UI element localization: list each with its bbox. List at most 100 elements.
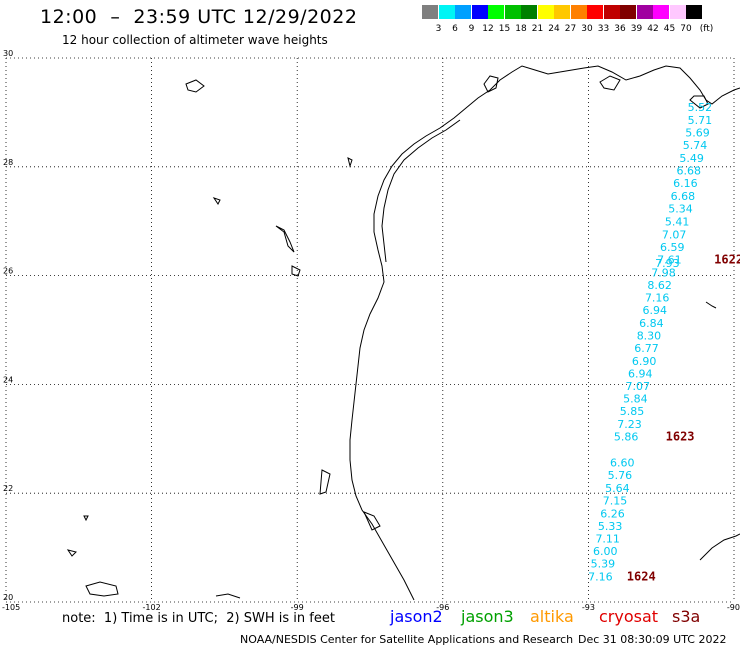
color-swatch	[570, 5, 587, 19]
credit-line: NOAA/NESDIS Center for Satellite Applica…	[240, 633, 574, 646]
wave-height-value: 5.64	[605, 482, 630, 495]
pacific-coast	[185, 79, 205, 93]
lat-tick-label: 26	[3, 267, 13, 276]
axis-labels: -105 -102 -99 -96 -93 -90 30 28 26 24 22 20	[2, 49, 740, 612]
map-subtitle: 12 hour collection of altimeter wave hei…	[62, 33, 328, 47]
louisiana-coast	[559, 65, 740, 105]
color-scale-label: 36	[614, 24, 626, 34]
color-scale-label: 30	[581, 24, 593, 34]
wave-height-value: 7.61	[657, 253, 682, 266]
pass-time-label: 1622	[714, 252, 740, 266]
color-swatch	[438, 5, 455, 19]
wave-height-value: 6.68	[676, 165, 701, 178]
wave-height-value: 5.39	[591, 557, 616, 570]
lon-tick-label: -102	[143, 603, 161, 612]
wave-height-value: 6.60	[610, 457, 635, 470]
color-swatch	[587, 5, 603, 19]
color-swatch	[521, 5, 537, 19]
color-swatch	[669, 5, 686, 19]
lon-tick-label: -90	[727, 603, 740, 612]
color-swatch	[603, 5, 620, 19]
lat-tick-label: 24	[3, 375, 13, 384]
bay-feature-1	[483, 75, 499, 93]
wave-height-value: 8.30	[637, 329, 662, 342]
wave-height-value: 7.98	[651, 266, 676, 279]
color-scale-label: 27	[564, 24, 577, 34]
island-10	[705, 301, 717, 309]
island-2	[291, 265, 301, 277]
color-swatch	[488, 5, 504, 19]
wave-height-value: 7.07	[626, 380, 651, 393]
color-swatch	[537, 5, 554, 19]
color-scale-unit: (ft)	[699, 24, 714, 34]
satellite-name: s3a	[672, 607, 701, 626]
delta-feature	[689, 95, 709, 109]
color-scale-label: 33	[597, 24, 610, 34]
map-title: 12:00 – 23:59 UTC 12/29/2022	[40, 6, 358, 28]
wave-height-value: 5.86	[614, 431, 639, 444]
baja-island	[85, 581, 119, 597]
wave-height-value: 7.15	[603, 494, 628, 507]
pass-time-labels: 1622 1623 1624	[627, 252, 740, 583]
us-gulf-coast	[349, 65, 561, 601]
wave-height-value: 6.94	[628, 368, 653, 381]
color-swatch	[471, 5, 488, 19]
color-scale-label: 39	[630, 24, 643, 34]
color-scale-label: 42	[647, 24, 659, 34]
satellite-name: jason2	[390, 607, 443, 626]
color-scale-label: 3	[435, 24, 442, 34]
island-9	[363, 511, 381, 531]
lat-tick-label: 28	[3, 158, 13, 167]
lon-tick-label: -99	[291, 603, 304, 612]
wave-height-value: 7.07	[662, 228, 687, 241]
wave-height-value: 5.49	[679, 152, 704, 165]
color-scale-label: 12	[482, 24, 494, 34]
color-scale-label: 24	[548, 24, 560, 34]
wave-height-value: 5.41	[665, 216, 690, 229]
pass-time-label: 1624	[627, 569, 656, 583]
wave-height-value: 7.16	[645, 291, 670, 304]
color-swatch	[422, 5, 438, 19]
color-swatch	[636, 5, 653, 19]
lon-tick-label: -105	[2, 603, 20, 612]
wave-height-value: 6.59	[660, 241, 685, 254]
color-scale-label: 6	[452, 24, 458, 34]
color-swatch	[554, 5, 570, 19]
pass-time-label: 1623	[666, 430, 695, 444]
wave-height-value: 6.84	[639, 317, 664, 330]
satellite-name: cryosat	[599, 607, 659, 626]
island-5	[66, 549, 77, 557]
wave-height-value: 5.84	[623, 393, 648, 406]
wave-height-value: 5.69	[685, 127, 710, 140]
lat-lon-grid	[5, 57, 735, 603]
color-scale-label: 15	[498, 24, 511, 34]
island-1	[275, 225, 295, 253]
altimeter-track: 5.525.715.695.745.496.686.166.685.345.41…	[588, 101, 712, 583]
wave-height-value: 5.52	[688, 101, 713, 114]
lat-tick-label: 20	[3, 593, 13, 602]
wave-height-value: 6.77	[634, 342, 659, 355]
wave-height-value: 7.93	[655, 257, 680, 270]
wave-height-value: 6.68	[671, 190, 696, 203]
wave-height-value: 5.33	[598, 520, 623, 533]
issued-timestamp: Dec 31 08:30:09 UTC 2022	[578, 633, 727, 646]
yucatan-coast	[699, 533, 740, 561]
color-scale-label: 18	[515, 24, 527, 34]
satellite-name: altika	[530, 607, 574, 626]
color-scale-label: 70	[680, 24, 692, 34]
wave-height-value: 5.34	[668, 203, 693, 216]
wave-height-value: 5.74	[683, 139, 708, 152]
coastline	[66, 65, 740, 601]
color-swatch	[620, 5, 636, 19]
wave-height-value: 8.62	[647, 279, 672, 292]
wave-height-value: 6.94	[643, 304, 668, 317]
color-scale-label: 21	[531, 24, 544, 34]
color-swatch	[653, 5, 669, 19]
island-6	[83, 515, 89, 522]
lat-tick-label: 22	[3, 484, 13, 493]
wave-height-value: 7.11	[595, 532, 620, 545]
lon-tick-label: -96	[436, 603, 449, 612]
island-4	[347, 157, 353, 168]
color-swatch	[504, 5, 521, 19]
